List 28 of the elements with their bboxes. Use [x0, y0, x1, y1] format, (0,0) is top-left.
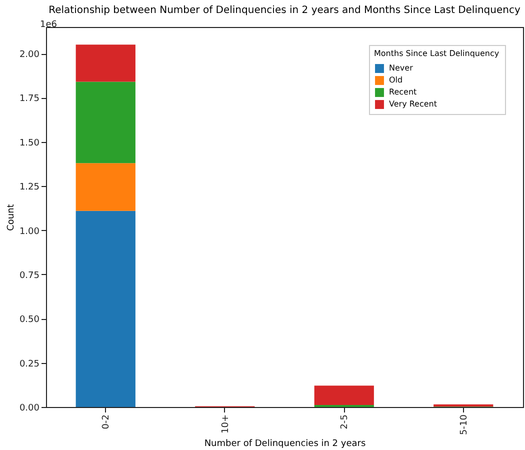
- y-tick-label: 1.75: [19, 94, 40, 104]
- chart-title: Relationship between Number of Delinquencies in 2 years and Months Since Last Delinquency: [48, 5, 520, 16]
- y-tick-label: 1.00: [19, 226, 40, 237]
- legend-label: Very Recent: [389, 100, 437, 108]
- bar: [314, 386, 374, 406]
- bar: [76, 44, 136, 82]
- y-tick-label: 0.25: [19, 359, 40, 370]
- bar: [76, 82, 136, 164]
- bar: [76, 210, 136, 407]
- x-tick-label: 10+: [220, 414, 231, 434]
- x-axis-title: Number of Delinquencies in 2 years: [204, 438, 366, 449]
- legend-label: Old: [389, 76, 403, 84]
- x-tick-label: 5-10: [459, 414, 470, 435]
- legend-title: Months Since Last Delinquency: [374, 49, 500, 58]
- bar: [434, 404, 494, 407]
- y-tick-label: 0.75: [19, 270, 40, 281]
- y-axis-title: Count: [6, 204, 16, 231]
- legend-label: Never: [389, 64, 414, 72]
- bar: [76, 163, 136, 211]
- legend-label: Recent: [389, 88, 417, 96]
- y-tick-label: 0.00: [19, 404, 40, 414]
- y-tick-label: 2.00: [19, 50, 40, 60]
- y-tick-label: 0.50: [19, 315, 40, 326]
- annotation: 1e6: [40, 20, 57, 30]
- x-tick-label: 2-5: [340, 414, 350, 430]
- y-tick-label: 1.25: [19, 182, 40, 193]
- x-tick-label: 0-2: [102, 414, 112, 430]
- y-tick-label: 1.50: [19, 138, 40, 148]
